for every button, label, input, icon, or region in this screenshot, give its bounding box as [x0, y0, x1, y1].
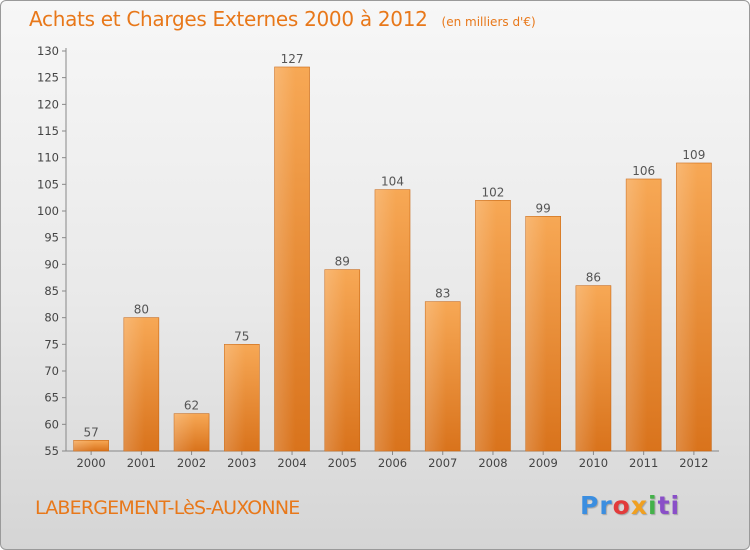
data-label-2003: 75 — [234, 329, 249, 343]
bar-highlight-2004 — [274, 67, 310, 451]
data-label-2005: 89 — [335, 255, 350, 269]
bar-highlight-2003 — [224, 344, 260, 451]
bar-highlight-2009 — [525, 216, 561, 451]
data-label-2012: 109 — [682, 148, 705, 162]
x-tick-label-2010: 2010 — [579, 456, 608, 470]
x-tick-label-2007: 2007 — [428, 456, 457, 470]
data-label-2010: 86 — [586, 271, 601, 285]
x-tick-label-2009: 2009 — [529, 456, 558, 470]
logo-part-1: Pr — [580, 491, 613, 520]
data-label-2001: 80 — [134, 303, 149, 317]
logo-part-2: o — [612, 491, 631, 520]
y-tick-label: 110 — [37, 151, 59, 165]
bar-highlight-2006 — [375, 189, 410, 451]
chart-subtitle: (en milliers d'€) — [441, 15, 536, 29]
y-tick-label: 65 — [44, 391, 59, 405]
y-tick-label: 85 — [44, 284, 59, 298]
y-tick-label: 75 — [44, 337, 59, 351]
y-tick-label: 105 — [37, 177, 59, 191]
y-tick-label: 95 — [44, 231, 59, 245]
y-tick-label: 130 — [37, 44, 59, 58]
bar-highlight-2000 — [73, 440, 109, 451]
y-tick-label: 125 — [37, 71, 59, 85]
y-tick-label: 120 — [37, 97, 59, 111]
logo-part-4: i — [647, 491, 658, 520]
x-tick-label-2005: 2005 — [328, 456, 357, 470]
data-label-2009: 99 — [536, 201, 551, 215]
logo-part-3: x — [630, 491, 648, 520]
bar-highlight-2002 — [174, 413, 210, 451]
bar-highlight-2008 — [475, 200, 511, 451]
data-label-2008: 102 — [482, 185, 505, 199]
bar-highlight-2005 — [324, 269, 360, 451]
axes: 55 60 65 70 75 80 85 90 95 100 105 110 115 120 125 130 2… — [37, 44, 719, 470]
y-tick-label: 55 — [44, 444, 59, 458]
data-label-2000: 57 — [83, 425, 98, 439]
x-tick-label-2004: 2004 — [277, 456, 306, 470]
chart-title: Achats et Charges Externes 2000 à 2012 — [29, 7, 428, 31]
data-label-2002: 62 — [184, 399, 199, 413]
data-label-2011: 106 — [632, 164, 655, 178]
data-labels: 57 80 62 75 127 89 104 83 102 99 86 106 109 — [83, 52, 705, 439]
x-tick-label-2012: 2012 — [679, 456, 708, 470]
logo-part-5: ti — [657, 491, 681, 520]
y-tick-label: 100 — [37, 204, 59, 218]
x-tick-label-2011: 2011 — [629, 456, 658, 470]
x-tick-label-2008: 2008 — [478, 456, 507, 470]
x-tick-label-2001: 2001 — [127, 456, 156, 470]
x-tick-label-2003: 2003 — [227, 456, 256, 470]
bar-highlight-2011 — [626, 179, 662, 451]
y-tick-label: 90 — [44, 257, 59, 271]
y-tick-label: 70 — [44, 364, 59, 378]
bar-highlight-2007 — [425, 301, 461, 451]
chart-title-block: Achats et Charges Externes 2000 à 2012 (e… — [29, 7, 536, 31]
data-label-2006: 104 — [381, 175, 404, 189]
y-tick-label: 80 — [44, 311, 59, 325]
y-tick-label: 60 — [44, 417, 59, 431]
x-tick-label-2002: 2002 — [177, 456, 206, 470]
bar-highlight-2001 — [123, 317, 159, 451]
x-tick-label-2006: 2006 — [378, 456, 407, 470]
bar-highlight-2010 — [575, 285, 611, 451]
data-label-2004: 127 — [281, 52, 304, 66]
bar-highlight-2012 — [676, 163, 712, 451]
y-tick-label: 115 — [37, 124, 59, 138]
data-label-2007: 83 — [435, 287, 450, 301]
proxiti-logo[interactable]: Proxiti — [580, 491, 680, 520]
x-tick-label-2000: 2000 — [76, 456, 105, 470]
bars — [73, 66, 712, 452]
place-name: LABERGEMENT-LèS-AUXONNE — [35, 497, 300, 519]
